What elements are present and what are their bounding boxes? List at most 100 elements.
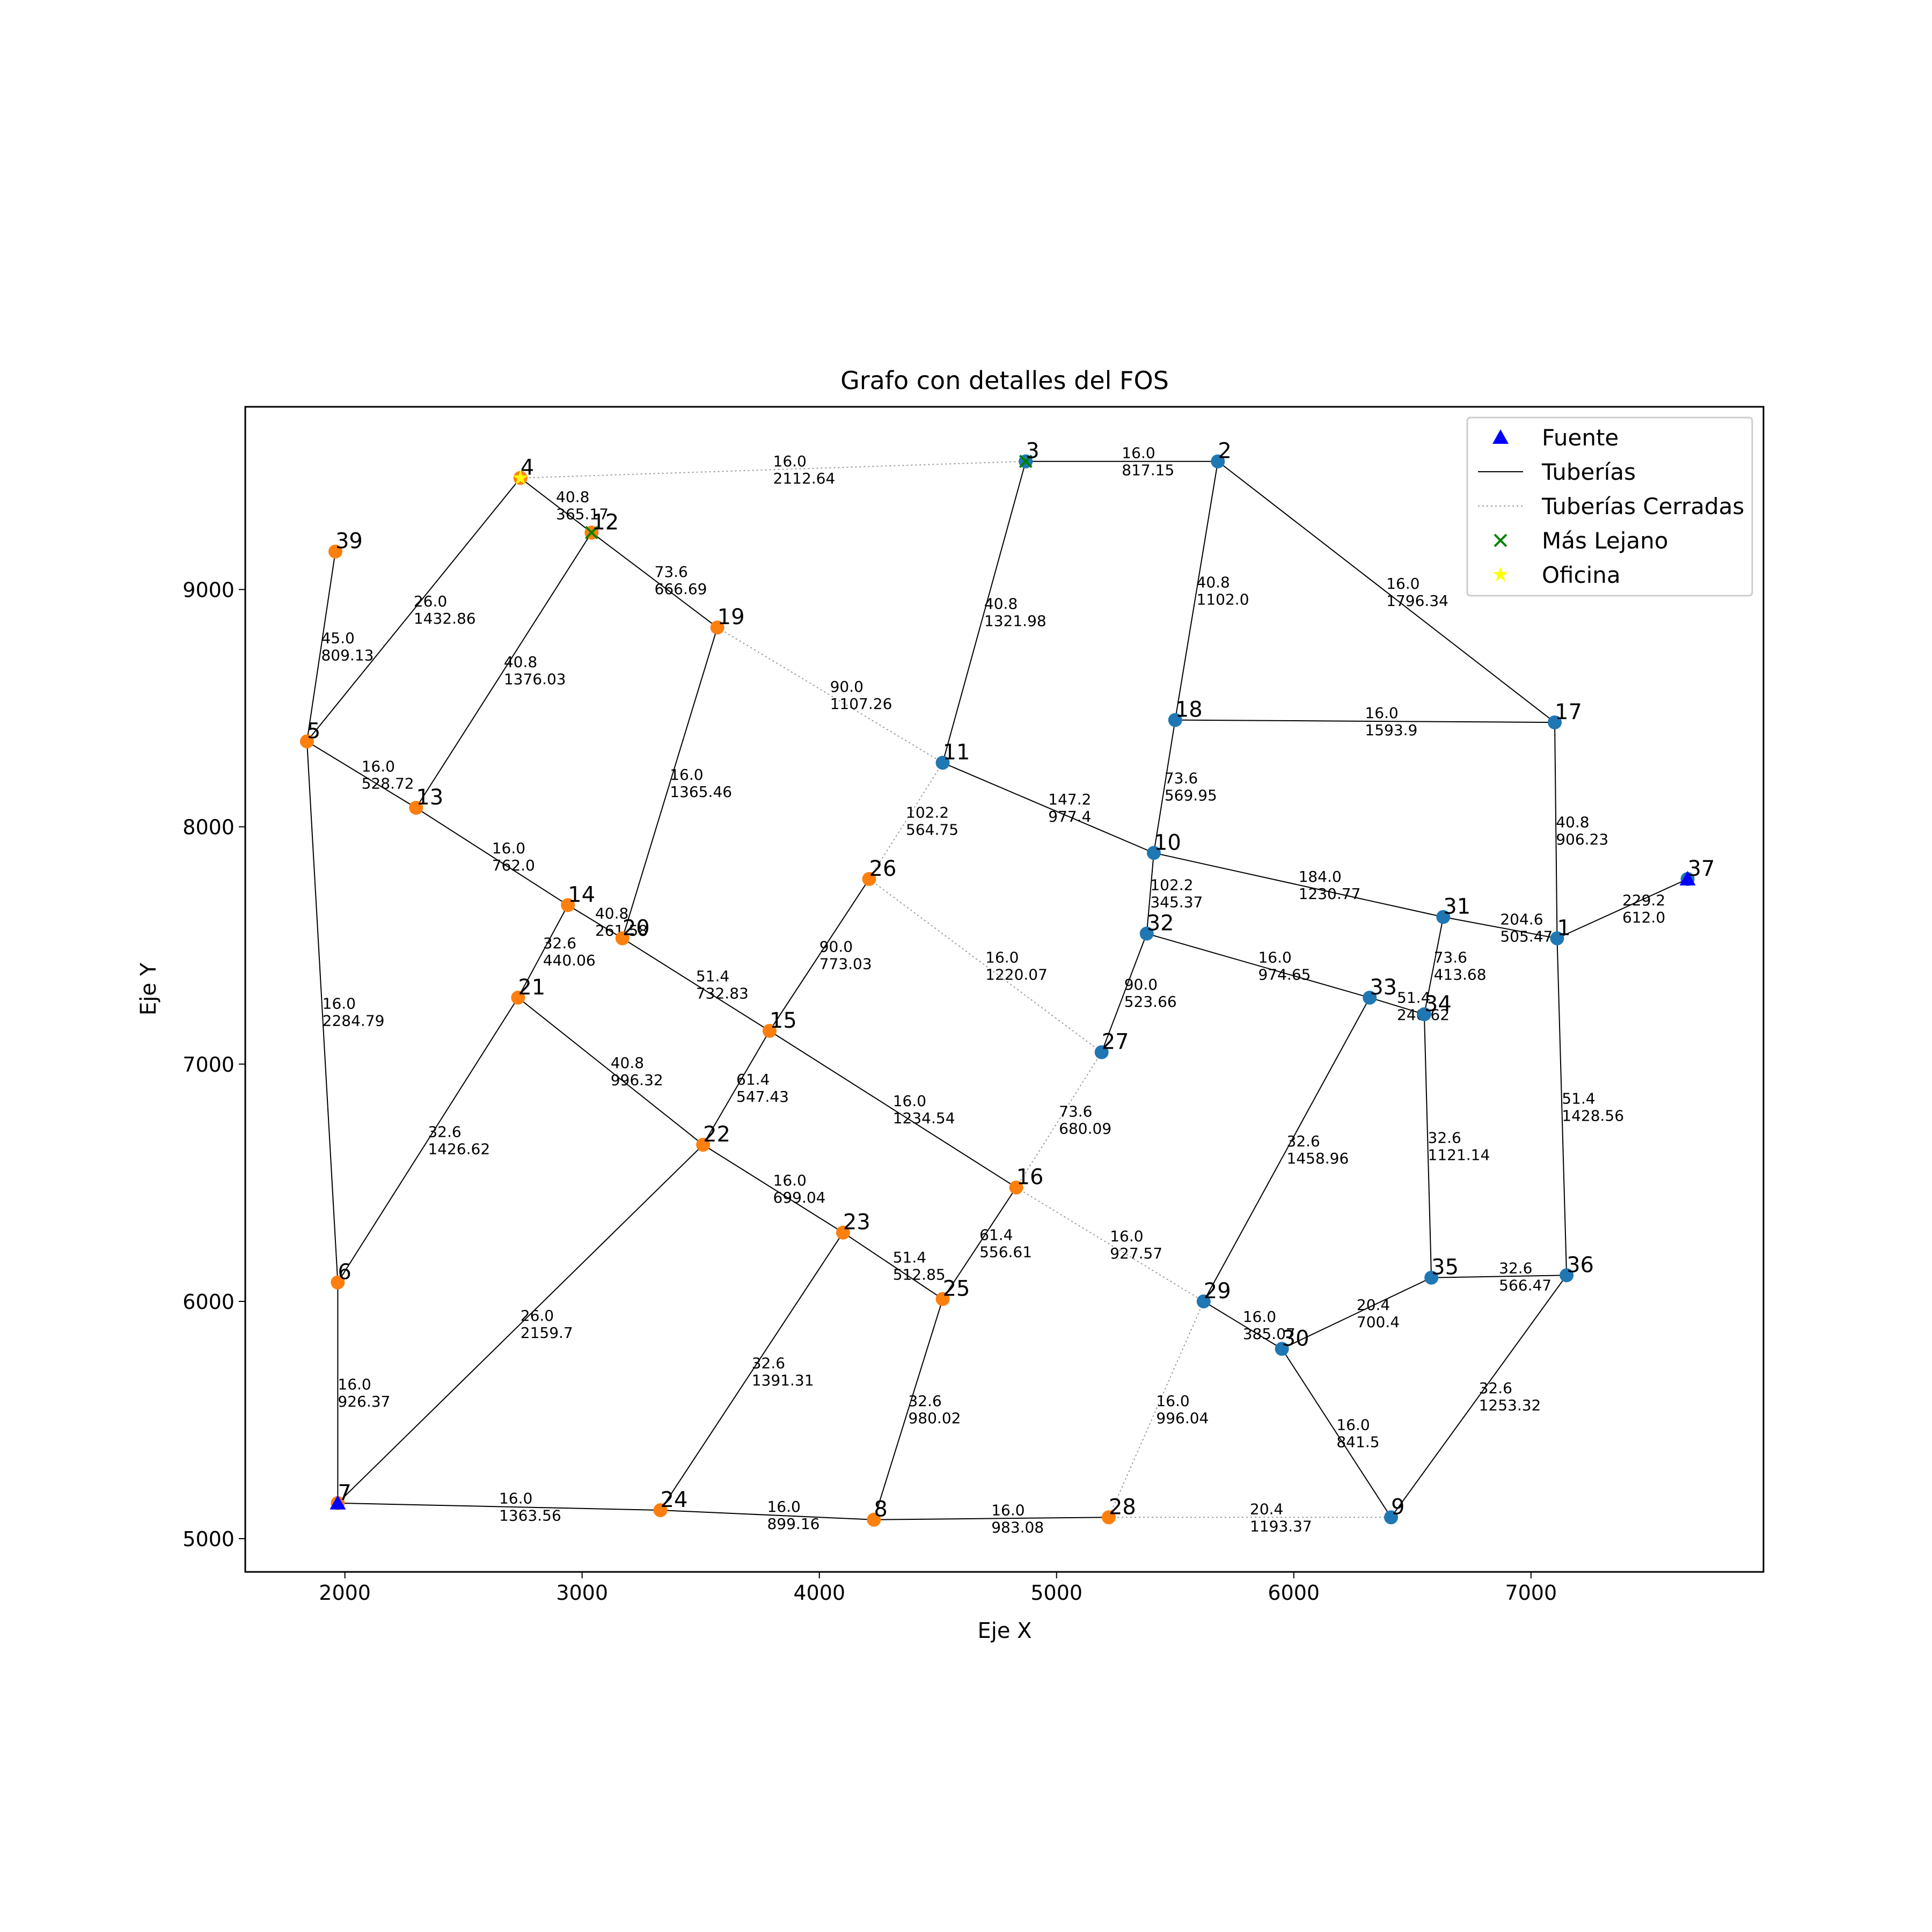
edge-diameter-label: 61.4 (979, 1226, 1013, 1244)
pipe-edge (942, 1187, 1017, 1300)
edge-diameter-label: 40.8 (1556, 813, 1589, 831)
edge-diameter-label: 16.0 (991, 1502, 1024, 1519)
edge-diameter-label: 40.8 (1197, 574, 1230, 591)
node-label: 33 (1370, 975, 1397, 1000)
pipe-edge (1423, 917, 1444, 1015)
pipe-edge (1557, 878, 1688, 939)
node-label: 12 (591, 510, 619, 535)
pipe-edge (1015, 1052, 1102, 1188)
node-label: 10 (1154, 830, 1181, 855)
edge-length-label: 1230.77 (1299, 885, 1361, 903)
edge-length-label: 413.68 (1434, 965, 1487, 983)
graph-node (1094, 1045, 1109, 1059)
node-label: 32 (1147, 911, 1174, 936)
legend-entry-label: Tuberías Cerradas (1541, 493, 1744, 519)
edge-diameter-label: 45.0 (321, 630, 354, 647)
edge-diameter-label: 16.0 (1243, 1308, 1276, 1326)
node-label: 25 (943, 1277, 970, 1301)
edge-diameter-label: 32.6 (1499, 1260, 1532, 1277)
pipe-edge (1217, 460, 1555, 723)
y-axis-label: Eje Y (136, 962, 161, 1015)
edge-diameter-label: 40.8 (611, 1054, 644, 1072)
legend-office-icon (1492, 567, 1509, 582)
pipe-edge (1431, 1275, 1567, 1278)
edge-length-label: 977.4 (1048, 808, 1091, 825)
edge-length-label: 996.32 (611, 1071, 663, 1089)
pipe-edge (1146, 853, 1154, 934)
pipe-edge (843, 1232, 943, 1300)
edge-length-label: 680.09 (1059, 1120, 1111, 1138)
pipe-edge (1423, 1014, 1432, 1278)
graph-node (935, 756, 950, 770)
edge-length-label: 983.08 (991, 1519, 1044, 1536)
node-label: 8 (874, 1497, 887, 1522)
graph-node (1550, 931, 1564, 946)
legend-entry-label: Más Lejano (1542, 528, 1668, 554)
pipe-edge (1391, 1275, 1567, 1518)
edge-diameter-label: 90.0 (819, 938, 853, 955)
edge-diameter-label: 229.2 (1622, 891, 1665, 909)
edge-diameter-label: 16.0 (1386, 575, 1419, 592)
edge-length-label: 566.47 (1499, 1277, 1552, 1294)
chart-title: Grafo con detalles del FOS (840, 366, 1169, 395)
node-label: 34 (1424, 992, 1452, 1016)
edge-diameter-label: 102.2 (906, 804, 949, 822)
edge-diameter-label: 40.8 (556, 488, 589, 506)
legend-farthest-icon (1494, 533, 1507, 547)
pipe-edge (415, 532, 592, 808)
graph-node (1417, 1007, 1431, 1021)
pipe-edge (517, 997, 704, 1145)
edge-length-label: 2159.7 (521, 1324, 573, 1342)
pipe-edge (660, 1510, 874, 1520)
edge-length-label: 1432.86 (414, 610, 476, 627)
edge-diameter-label: 16.0 (985, 948, 1019, 966)
legend-entry-label: Tuberías (1541, 459, 1636, 485)
edge-length-label: 762.0 (492, 857, 535, 874)
edge-length-label: 2284.79 (323, 1012, 385, 1030)
edge-length-label: 699.04 (773, 1189, 826, 1206)
pipe-edge (520, 477, 592, 533)
pipe-edge (868, 762, 943, 880)
edges-layer (306, 460, 1688, 1520)
edge-diameter-label: 73.6 (1165, 769, 1198, 787)
edge-length-label: 1376.03 (504, 670, 566, 688)
edge-length-label: 547.43 (736, 1088, 789, 1106)
x-axis-label: Eje X (977, 1619, 1031, 1643)
graph-node (1275, 1342, 1289, 1356)
node-label: 22 (703, 1122, 730, 1147)
graph-node (653, 1503, 668, 1518)
edge-length-label: 385.07 (1243, 1325, 1296, 1343)
edge-length-label: 612.0 (1622, 909, 1665, 926)
edge-length-label: 980.02 (908, 1409, 961, 1427)
node-label: 14 (568, 883, 595, 908)
graph-node (1548, 715, 1562, 730)
edge-diameter-label: 16.0 (670, 766, 703, 784)
edge-length-label: 817.15 (1122, 462, 1174, 479)
edge-length-label: 1253.32 (1479, 1396, 1541, 1414)
edge-diameter-label: 20.4 (1250, 1500, 1283, 1518)
y-tick-label: 8000 (182, 816, 235, 839)
edge-diameter-label: 51.4 (1397, 989, 1430, 1006)
x-tick-label: 2000 (319, 1581, 371, 1605)
legend-entry-label: Oficina (1542, 562, 1621, 588)
edge-length-label: 1220.07 (985, 965, 1048, 983)
node-label: 35 (1431, 1255, 1459, 1280)
pipe-edge (621, 627, 718, 939)
graph-node (710, 620, 724, 635)
edge-diameter-label: 16.0 (1336, 1416, 1370, 1433)
edge-length-label: 1391.31 (752, 1371, 814, 1389)
graph-node (762, 1023, 777, 1038)
node-label: 36 (1567, 1253, 1594, 1277)
node-label: 15 (770, 1008, 797, 1033)
graph-node (1009, 1180, 1023, 1195)
edge-diameter-label: 204.6 (1500, 911, 1543, 928)
pipe-edge (306, 741, 416, 809)
edge-diameter-label: 32.6 (908, 1392, 941, 1410)
x-tick-label: 6000 (1268, 1581, 1320, 1605)
edge-length-label: 365.17 (556, 505, 609, 523)
edge-length-label: 1428.56 (1562, 1107, 1624, 1124)
pipe-edge (517, 905, 569, 998)
edge-diameter-label: 32.6 (752, 1354, 785, 1372)
pipe-edge (702, 1030, 770, 1145)
